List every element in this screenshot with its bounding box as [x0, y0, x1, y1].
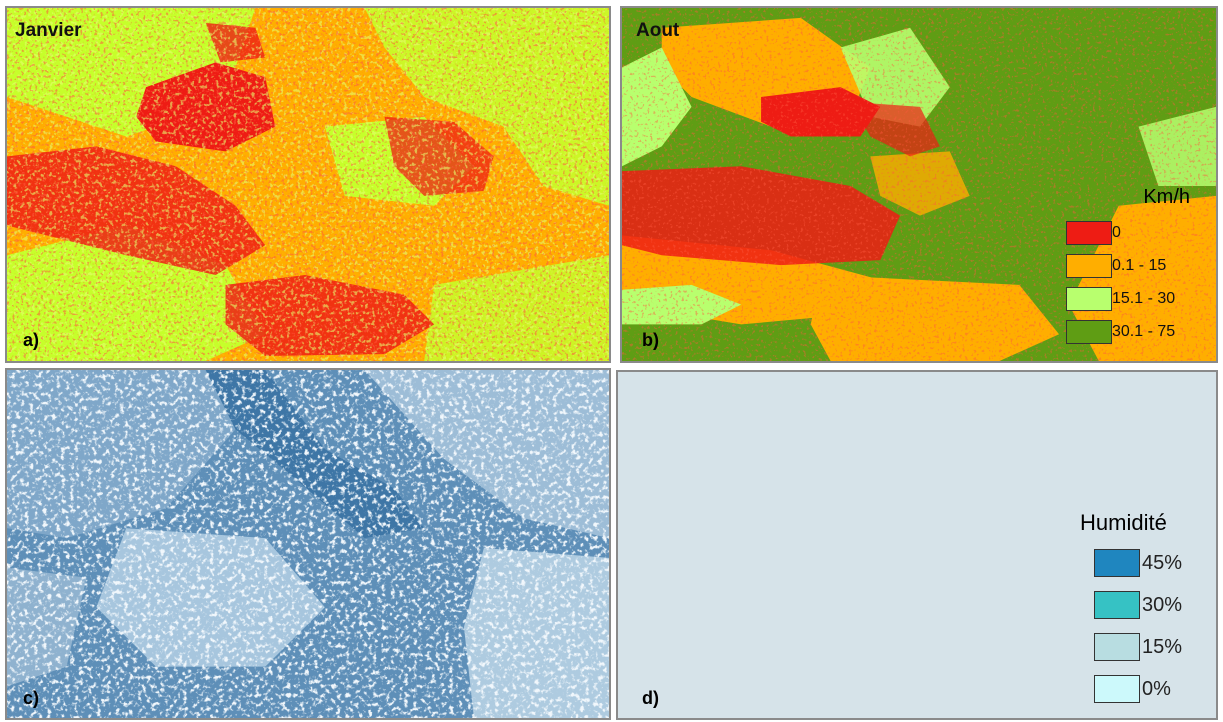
map-panel-humidity: c): [5, 368, 611, 720]
humidity-legend-item: 15%: [1080, 626, 1216, 668]
humidity-legend-label: 15%: [1142, 635, 1183, 658]
wind-legend-swatch: [1066, 253, 1112, 278]
humidity-legend-item: 45%: [1080, 542, 1216, 584]
wind-map-january: [7, 8, 609, 361]
map-panel-august: Aout b) Km/h 0 0.1 - 15 15.1 - 30 30.1 - 75: [620, 6, 1218, 363]
wind-legend-label: 0.1 - 15: [1112, 256, 1167, 274]
humidity-map: [7, 370, 609, 718]
panel-label-b: b): [642, 330, 659, 350]
wind-legend-label: 0: [1112, 223, 1121, 241]
humidity-legend-swatch: [1094, 591, 1140, 619]
map-title-august: Aout: [636, 20, 680, 41]
panel-label-d: d): [642, 688, 659, 708]
wind-legend-swatch: [1066, 286, 1112, 311]
wind-legend-title: Km/h: [1143, 186, 1190, 208]
wind-legend-item: 30.1 - 75: [1064, 315, 1214, 348]
humidity-legend-label: 0%: [1142, 677, 1171, 700]
wind-map-august: [622, 8, 1216, 361]
humidity-legend-swatch: [1094, 549, 1140, 577]
wind-legend-label: 15.1 - 30: [1112, 289, 1176, 307]
humidity-legend-title: Humidité: [1080, 510, 1167, 535]
humidity-legend-swatch: [1094, 675, 1140, 703]
panel-label-a: a): [23, 330, 40, 350]
wind-speed-legend: Km/h 0 0.1 - 15 15.1 - 30 30.1 - 75: [1064, 186, 1214, 348]
humidity-legend-item: 0%: [1080, 668, 1216, 710]
map-title-january: Janvier: [15, 20, 82, 41]
humidity-legend-label: 45%: [1142, 551, 1183, 574]
wind-legend-swatch: [1066, 319, 1112, 344]
map-panel-empty: d) Humidité 45% 30% 15% 0%: [616, 370, 1218, 720]
wind-legend-label: 30.1 - 75: [1112, 322, 1176, 340]
wind-legend-swatch: [1066, 220, 1112, 245]
wind-legend-item: 15.1 - 30: [1064, 282, 1214, 315]
map-panel-january: Janvier a): [5, 6, 611, 363]
humidity-legend-label: 30%: [1142, 593, 1183, 616]
humidity-legend: Humidité 45% 30% 15% 0%: [1080, 510, 1216, 710]
humidity-legend-item: 30%: [1080, 584, 1216, 626]
panel-label-c: c): [23, 688, 40, 708]
wind-legend-item: 0.1 - 15: [1064, 249, 1214, 282]
humidity-legend-swatch: [1094, 633, 1140, 661]
wind-legend-item: 0: [1064, 216, 1214, 249]
